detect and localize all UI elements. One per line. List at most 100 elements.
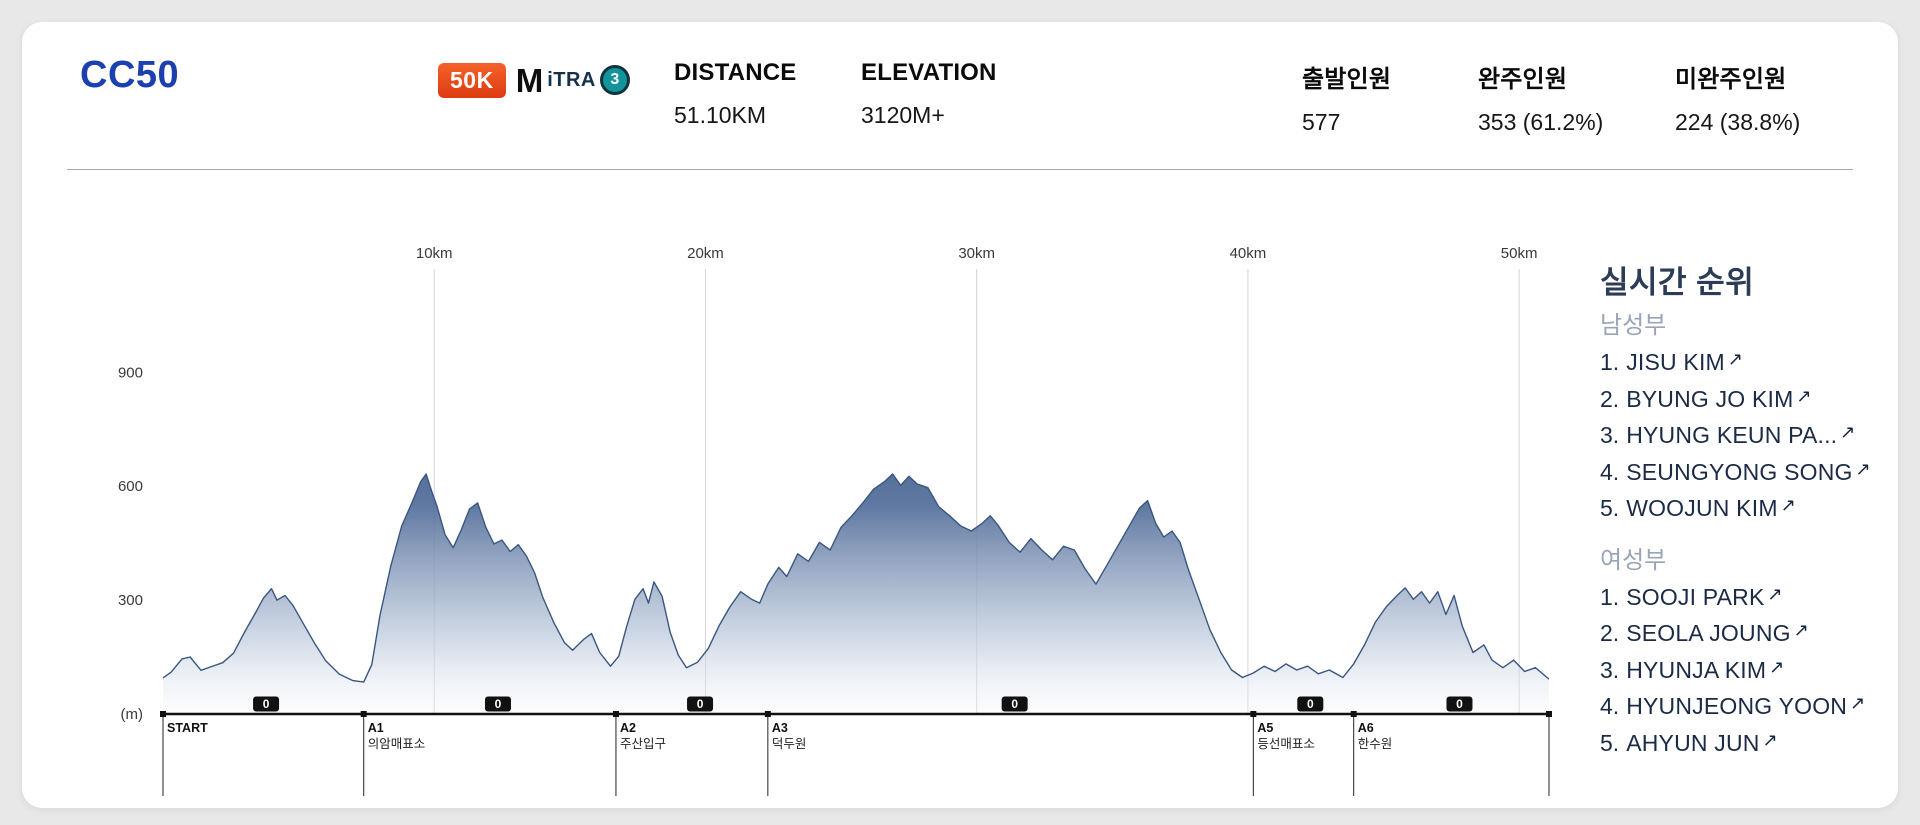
group-label-men: 남성부 bbox=[1600, 312, 1667, 339]
segment-count-value: 0 bbox=[697, 697, 704, 711]
race-title: CC50 bbox=[80, 54, 180, 96]
x-tick-label: 40km bbox=[1230, 245, 1267, 262]
segment-count-value: 0 bbox=[1307, 697, 1314, 711]
runner-name: HYUNJA KIM bbox=[1626, 656, 1767, 683]
ranking-entry[interactable]: 2. SEOLA JOUNG ↗ bbox=[1600, 616, 1900, 653]
stat-label: DISTANCE bbox=[674, 59, 797, 86]
segment-count-badge bbox=[687, 696, 714, 712]
checkpoint-marker bbox=[764, 711, 771, 717]
checkpoint-id: START bbox=[167, 721, 208, 735]
runner-name: HYUNJEONG YOON bbox=[1626, 693, 1848, 719]
segment-count-value: 0 bbox=[1456, 697, 1463, 711]
stat-value: 224 (38.8%) bbox=[1675, 109, 1801, 135]
external-link-icon: ↗ bbox=[1780, 495, 1796, 515]
rank-number: 1. bbox=[1600, 583, 1620, 610]
runner-name: SEUNGYONG SONG bbox=[1626, 458, 1853, 485]
rank-number: 3. bbox=[1600, 656, 1620, 683]
stat-label: 완주인원 bbox=[1478, 66, 1568, 93]
external-link-icon: ↗ bbox=[1796, 385, 1812, 406]
stat-value: 3120M+ bbox=[861, 102, 945, 128]
stat-value: 577 bbox=[1302, 109, 1341, 135]
rank-number: 5. bbox=[1600, 729, 1620, 756]
y-tick-label: 600 bbox=[118, 478, 143, 495]
men-ranking-list: 1. JISU KIM ↗ 2. BYUNG JO KIM ↗ 3. HYUNG KEUN… bbox=[1600, 345, 1900, 528]
rank-number: 4. bbox=[1600, 458, 1620, 485]
checkpoint-marker bbox=[612, 711, 619, 717]
ranking-group-men: 남성부 1. JISU KIM ↗ 2. BYUNG JO KIM ↗ 3. HYUNG … bbox=[1600, 311, 1900, 528]
ranking-entry[interactable]: 5. WOOJUN KIM ↗ bbox=[1600, 491, 1900, 528]
checkpoint-marker bbox=[1350, 711, 1357, 717]
segment-count-badge bbox=[484, 696, 511, 712]
checkpoint-id: A5 bbox=[1257, 721, 1273, 735]
race-dashboard-card: CC50 50K M iTRA 3 DISTANCE 51.10KM ELEVA… bbox=[22, 22, 1898, 808]
checkpoint-marker bbox=[1250, 711, 1257, 717]
stat-starters: 출발인원 577 bbox=[1302, 59, 1391, 136]
group-label-women: 여성부 bbox=[1600, 546, 1667, 574]
segment-count-value: 0 bbox=[495, 697, 502, 711]
elevation-chart: 10km 20km 30km 40km 50km 300 600 900 (m) 0 0 0 0 0 0 ST… bbox=[100, 240, 1620, 800]
external-link-icon: ↗ bbox=[1767, 583, 1783, 604]
external-link-icon: ↗ bbox=[1793, 620, 1809, 640]
stat-finishers: 완주인원 353 (61.2%) bbox=[1478, 59, 1603, 136]
segment-count-badge bbox=[1297, 696, 1324, 712]
y-axis-unit-label: (m) bbox=[121, 706, 144, 723]
runner-name: SEOLA JOUNG bbox=[1626, 620, 1791, 646]
stat-label: 미완주인원 bbox=[1675, 66, 1787, 93]
x-tick-label: 50km bbox=[1501, 245, 1538, 262]
rank-number: 4. bbox=[1600, 693, 1620, 719]
rank-number: 3. bbox=[1600, 422, 1620, 448]
ranking-entry[interactable]: 5. AHYUN JUN ↗ bbox=[1600, 726, 1900, 763]
runner-name: HYUNG KEUN PA... bbox=[1626, 422, 1838, 448]
stat-label: 출발인원 bbox=[1302, 66, 1392, 93]
stat-value: 353 (61.2%) bbox=[1478, 109, 1604, 135]
stat-dnf: 미완주인원 224 (38.8%) bbox=[1675, 59, 1800, 136]
ranking-entry[interactable]: 2. BYUNG JO KIM ↗ bbox=[1600, 382, 1900, 419]
runner-name: SOOJI PARK bbox=[1626, 583, 1765, 610]
y-tick-label: 900 bbox=[118, 364, 143, 381]
checkpoint-marker bbox=[360, 711, 367, 717]
ranking-entry[interactable]: 1. JISU KIM ↗ bbox=[1600, 345, 1900, 382]
checkpoint-id: A3 bbox=[772, 721, 788, 735]
checkpoint-name: 주산입구 bbox=[620, 737, 666, 751]
y-tick-label: 300 bbox=[118, 592, 143, 609]
ranking-group-women: 여성부 1. SOOJI PARK ↗ 2. SEOLA JOUNG ↗ 3. HYUNJ… bbox=[1600, 546, 1900, 763]
segment-count-badge bbox=[253, 696, 280, 712]
elevation-area bbox=[163, 474, 1549, 714]
x-tick-label: 30km bbox=[958, 245, 995, 262]
ranking-entry[interactable]: 3. HYUNG KEUN PA... ↗ bbox=[1600, 418, 1900, 455]
segment-count-badge bbox=[1001, 696, 1028, 712]
rankings-title: 실시간 순위 bbox=[1600, 265, 1755, 300]
live-rankings-panel: 실시간 순위 남성부 1. JISU KIM ↗ 2. BYUNG JO KIM ↗ 3… bbox=[1600, 265, 1900, 762]
elevation-profile-svg: 10km 20km 30km 40km 50km 300 600 900 (m) 0 0 0 0 0 0 ST… bbox=[118, 245, 1552, 796]
ranking-entry[interactable]: 1. SOOJI PARK ↗ bbox=[1600, 580, 1900, 617]
stat-label: ELEVATION bbox=[861, 59, 997, 86]
runner-name: BYUNG JO KIM bbox=[1626, 385, 1794, 412]
checkpoint-name: 덕두원 bbox=[772, 737, 807, 751]
rank-number: 2. bbox=[1600, 620, 1620, 646]
runner-name: AHYUN JUN bbox=[1626, 729, 1760, 756]
ranking-entry[interactable]: 3. HYUNJA KIM ↗ bbox=[1600, 653, 1900, 690]
stat-distance: DISTANCE 51.10KM bbox=[674, 59, 797, 129]
checkpoint-id: A6 bbox=[1358, 721, 1374, 735]
checkpoint-marker bbox=[160, 711, 166, 717]
runner-name: WOOJUN KIM bbox=[1626, 495, 1778, 521]
rank-number: 2. bbox=[1600, 385, 1620, 412]
external-link-icon: ↗ bbox=[1855, 458, 1871, 479]
checkpoint-name: 등선매표소 bbox=[1257, 737, 1315, 751]
ranking-entry[interactable]: 4. SEUNGYONG SONG ↗ bbox=[1600, 455, 1900, 492]
checkpoint-name: 한수원 bbox=[1358, 737, 1393, 751]
itra-badge: M iTRA 3 bbox=[516, 64, 630, 97]
segment-count-badge bbox=[1446, 696, 1473, 712]
checkpoint-name: 의암매표소 bbox=[368, 737, 426, 751]
x-tick-label: 20km bbox=[687, 245, 724, 262]
ranking-entry[interactable]: 4. HYUNJEONG YOON ↗ bbox=[1600, 689, 1900, 726]
checkpoint-id: A1 bbox=[368, 721, 384, 735]
external-link-icon: ↗ bbox=[1762, 729, 1778, 750]
header-divider bbox=[67, 169, 1853, 170]
external-link-icon: ↗ bbox=[1850, 693, 1866, 713]
rank-number: 1. bbox=[1600, 349, 1620, 375]
itra-points-badge: 3 bbox=[599, 65, 630, 95]
external-link-icon: ↗ bbox=[1769, 656, 1785, 677]
segment-count-value: 0 bbox=[263, 697, 270, 711]
stat-value: 51.10KM bbox=[674, 102, 767, 128]
